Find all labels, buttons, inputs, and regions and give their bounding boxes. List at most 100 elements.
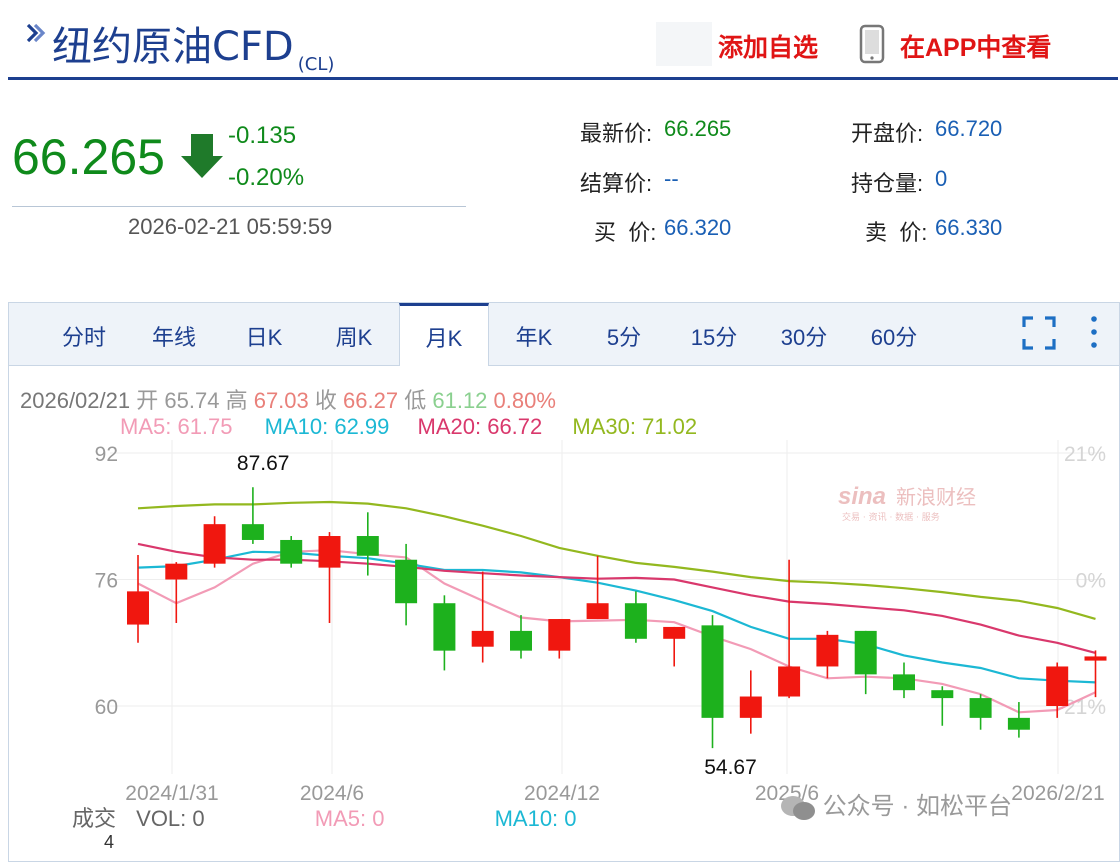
price-timestamp: 2026-02-21 05:59:59 — [128, 214, 333, 239]
watermark-brand-sub: 交易 · 资讯 · 数据 · 服务 — [842, 511, 940, 523]
x-tick-label: 2024/1/31 — [125, 782, 218, 805]
ohlc-low-label: 低 — [404, 388, 427, 413]
x-tick-label: 2025/6 — [755, 782, 819, 805]
candle-body — [203, 524, 226, 564]
candle — [663, 626, 686, 667]
price-change-percent: -0.20% — [228, 164, 305, 191]
candle — [893, 662, 915, 699]
ohlc-high: 67.03 — [253, 388, 309, 413]
fullscreen-icon[interactable] — [1022, 316, 1056, 350]
overlay-watermark: 公众号 · 如松平台 — [780, 786, 1020, 826]
price-divider — [12, 206, 466, 207]
open-price-label: 开盘价: — [851, 121, 924, 146]
ohlc-pct: 0.80% — [493, 388, 556, 413]
tab-intraday[interactable]: 分时 — [61, 325, 106, 350]
min-price-annotation: 54.67 — [704, 756, 757, 779]
open-price-value: 66.720 — [935, 116, 1003, 141]
candle-body — [1007, 717, 1030, 730]
volume-legend: 成交 VOL: 0 MA5: 0 MA10: 0 — [72, 801, 577, 833]
tab-15min[interactable]: 15分 — [690, 325, 738, 350]
ohlc-date: 2026/02/21 — [20, 388, 131, 413]
tab-yearly-k[interactable]: 年K — [515, 325, 553, 350]
wechat-icon — [780, 795, 816, 821]
candle — [586, 555, 609, 620]
candle — [203, 516, 226, 568]
candle-body — [165, 563, 188, 580]
candle — [548, 619, 571, 659]
volume-title: 成交 — [72, 806, 117, 831]
page-title: 纽约原油CFD (CL) — [52, 24, 335, 75]
legend-ma5: MA5: 61.75 — [120, 414, 233, 439]
candle — [1046, 662, 1069, 718]
ohlc-info: 2026/02/21 开 65.74 高 67.03 收 66.27 低 61.… — [20, 383, 556, 415]
tab-60min[interactable]: 60分 — [870, 325, 918, 350]
candle-body — [318, 536, 341, 568]
header-divider — [8, 77, 1118, 80]
open-interest-label: 持仓量: — [851, 171, 924, 196]
ohlc-open-label: 开 — [136, 388, 159, 413]
ma-line-ma30 — [137, 500, 1096, 620]
candle — [624, 591, 647, 643]
candle-body — [548, 619, 571, 651]
candle — [739, 670, 762, 734]
tab-30min[interactable]: 30分 — [780, 325, 828, 350]
x-tick-label: 2024/12 — [524, 782, 600, 805]
latest-price-value: 66.265 — [664, 116, 732, 141]
candle — [241, 487, 264, 544]
open-interest-value: 0 — [935, 166, 948, 191]
bid-price-label: 买 价: — [594, 220, 657, 245]
chevron-right-icon — [26, 23, 46, 43]
y-right-tick-label: -21% — [1057, 696, 1106, 719]
x-tick-label: 2024/6 — [300, 782, 364, 805]
bid-price-value: 66.320 — [664, 215, 732, 240]
candle-body — [854, 630, 877, 675]
candle — [969, 694, 992, 730]
ohlc-low: 61.12 — [432, 388, 488, 413]
tab-weekly-k[interactable]: 周K — [335, 325, 373, 350]
candle — [127, 554, 149, 643]
candle — [1007, 702, 1030, 738]
ma-line-ma5 — [137, 549, 1096, 714]
volume-value: VOL: 0 — [136, 806, 205, 831]
down-arrow-icon — [181, 134, 223, 178]
overlay-watermark-text: 公众号 · 如松平台 — [822, 793, 1012, 820]
x-tick-label: 2026/2/21 — [1011, 782, 1104, 805]
candle — [1084, 650, 1107, 698]
volume-axis-tick: 4 — [104, 832, 115, 852]
candle-body — [663, 626, 686, 639]
ohlc-open: 65.74 — [164, 388, 220, 413]
ask-price-label: 卖 价: — [865, 220, 928, 245]
watermark-brand: 新浪财经 — [896, 485, 976, 509]
phone-icon[interactable] — [858, 24, 886, 64]
more-vertical-icon[interactable] — [1086, 314, 1102, 350]
y-tick-label: 76 — [95, 570, 118, 593]
candle-body — [433, 603, 456, 651]
svg-text:sina: sina — [838, 483, 886, 510]
max-price-annotation: 87.67 — [237, 452, 290, 475]
tab-year-line[interactable]: 年线 — [151, 325, 196, 350]
view-in-app-button[interactable]: 在APP中查看 — [900, 34, 1052, 62]
candle — [778, 559, 801, 699]
add-watchlist-button[interactable]: 添加自选 — [718, 34, 819, 62]
y-right-tick-label: 0% — [1076, 570, 1106, 593]
ohlc-close-label: 收 — [314, 388, 337, 413]
last-price: 66.265 — [12, 129, 165, 185]
candle — [816, 630, 839, 679]
volume-ma10: MA10: 0 — [494, 806, 577, 831]
y-right-tick-label: 21% — [1064, 443, 1106, 466]
tab-monthly-k[interactable]: 月K — [399, 303, 489, 366]
candle — [931, 686, 954, 726]
candle-body — [816, 634, 839, 667]
candle-body — [624, 603, 647, 639]
settlement-price-label: 结算价: — [580, 171, 653, 196]
candle-body — [739, 696, 762, 718]
tab-5min[interactable]: 5分 — [606, 325, 642, 350]
volume-ma5: MA5: 0 — [314, 806, 385, 831]
candle — [510, 615, 532, 659]
candle — [854, 630, 877, 695]
period-tab-bar — [9, 303, 1119, 366]
candle-body — [356, 536, 379, 556]
tab-daily-k[interactable]: 日K — [245, 325, 283, 350]
candle — [701, 615, 724, 749]
